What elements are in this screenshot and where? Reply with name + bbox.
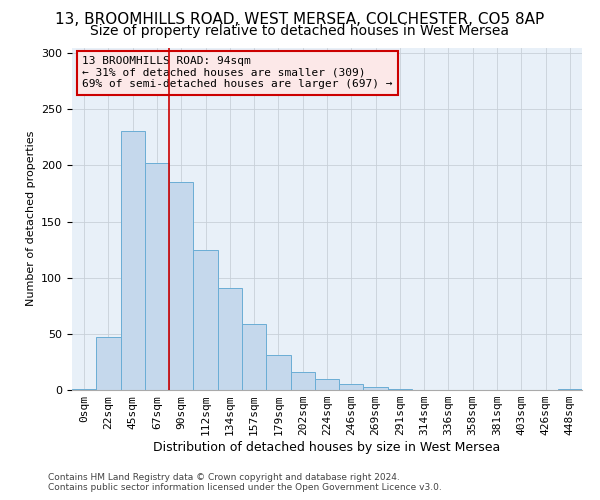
Bar — [218, 288, 242, 390]
Text: Size of property relative to detached houses in West Mersea: Size of property relative to detached ho… — [91, 24, 509, 38]
Bar — [72, 389, 96, 390]
Text: 13, BROOMHILLS ROAD, WEST MERSEA, COLCHESTER, CO5 8AP: 13, BROOMHILLS ROAD, WEST MERSEA, COLCHE… — [55, 12, 545, 28]
Bar — [266, 355, 290, 390]
X-axis label: Distribution of detached houses by size in West Mersea: Distribution of detached houses by size … — [154, 441, 500, 454]
Bar — [339, 384, 364, 390]
Bar — [169, 182, 193, 390]
Bar — [242, 324, 266, 390]
Bar — [388, 389, 412, 390]
Bar — [315, 379, 339, 390]
Text: 13 BROOMHILLS ROAD: 94sqm
← 31% of detached houses are smaller (309)
69% of semi: 13 BROOMHILLS ROAD: 94sqm ← 31% of detac… — [82, 56, 392, 90]
Bar — [96, 337, 121, 390]
Bar — [121, 130, 145, 390]
Y-axis label: Number of detached properties: Number of detached properties — [26, 131, 35, 306]
Bar — [558, 389, 582, 390]
Bar — [193, 250, 218, 390]
Text: Contains HM Land Registry data © Crown copyright and database right 2024.
Contai: Contains HM Land Registry data © Crown c… — [48, 473, 442, 492]
Bar — [145, 163, 169, 390]
Bar — [364, 386, 388, 390]
Bar — [290, 372, 315, 390]
